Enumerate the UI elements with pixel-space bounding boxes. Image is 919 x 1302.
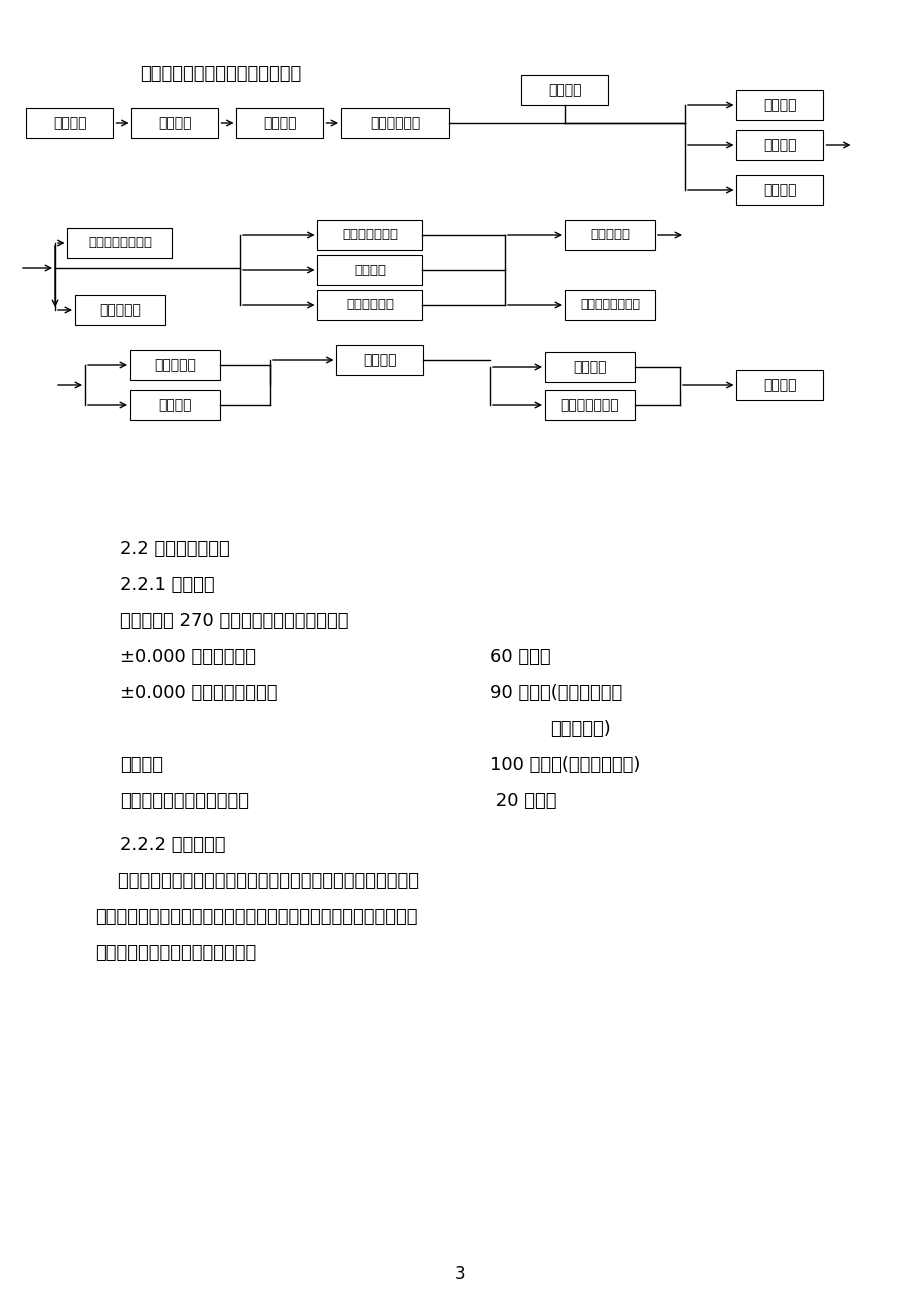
Text: 室外明沟、散水: 室外明沟、散水 <box>560 398 618 411</box>
Text: 木门框安装: 木门框安装 <box>99 303 141 316</box>
Text: 水泥砂浆楼地面: 水泥砂浆楼地面 <box>342 228 398 241</box>
FancyBboxPatch shape <box>736 370 823 400</box>
FancyBboxPatch shape <box>336 345 423 375</box>
Text: 竣工交付: 竣工交付 <box>763 378 796 392</box>
Text: 水磨石楼地面: 水磨石楼地面 <box>346 298 393 311</box>
FancyBboxPatch shape <box>130 391 220 421</box>
Text: 主体结构施工: 主体结构施工 <box>369 116 420 130</box>
Text: 基础工程: 基础工程 <box>263 116 297 130</box>
Text: ±0.000 以上主体结构施工: ±0.000 以上主体结构施工 <box>119 684 278 702</box>
FancyBboxPatch shape <box>736 90 823 120</box>
Text: 铝合金门窗框安装: 铝合金门窗框安装 <box>88 237 152 250</box>
Text: 上，以本工程为楔机，提高管理，施工水平，在确保合格的基础上，: 上，以本工程为楔机，提高管理，施工水平，在确保合格的基础上， <box>95 907 417 926</box>
FancyBboxPatch shape <box>341 108 448 138</box>
FancyBboxPatch shape <box>130 350 220 380</box>
FancyBboxPatch shape <box>736 130 823 160</box>
FancyBboxPatch shape <box>544 391 634 421</box>
Text: 室外工程、设备调试、验收: 室外工程、设备调试、验收 <box>119 792 249 810</box>
Text: 外墙面砖: 外墙面砖 <box>354 263 386 276</box>
Text: 100 日历天(包括屋面防水): 100 日历天(包括屋面防水) <box>490 756 640 773</box>
FancyBboxPatch shape <box>236 108 323 138</box>
FancyBboxPatch shape <box>75 296 165 326</box>
Text: 测量放样: 测量放样 <box>158 116 191 130</box>
Text: 设备安装: 设备安装 <box>363 353 396 367</box>
FancyBboxPatch shape <box>317 220 422 250</box>
FancyBboxPatch shape <box>544 352 634 381</box>
Text: 按甲方要求本工程质量等级为合格，我司总结已建工程经验基础: 按甲方要求本工程质量等级为合格，我司总结已建工程经验基础 <box>95 872 418 891</box>
Text: 总工期拟定 270 日历天，各分段工期如下：: 总工期拟定 270 日历天，各分段工期如下： <box>119 612 348 630</box>
FancyBboxPatch shape <box>521 76 607 105</box>
Text: 木门扇安装: 木门扇安装 <box>589 228 630 241</box>
Text: 90 日历天(包括围护结构: 90 日历天(包括围护结构 <box>490 684 621 702</box>
FancyBboxPatch shape <box>317 290 422 320</box>
Text: 场地清理: 场地清理 <box>53 116 86 130</box>
FancyBboxPatch shape <box>736 174 823 204</box>
Text: 20 日历天: 20 日历天 <box>490 792 556 810</box>
Text: 60 日历天: 60 日历天 <box>490 648 550 667</box>
Text: 外墙抹灰: 外墙抹灰 <box>763 138 796 152</box>
Text: 2.2 主要施工指标：: 2.2 主要施工指标： <box>119 540 230 559</box>
FancyBboxPatch shape <box>564 220 654 250</box>
Text: 内墙抹灰: 内墙抹灰 <box>763 184 796 197</box>
FancyBboxPatch shape <box>131 108 219 138</box>
Text: 水电预埋: 水电预埋 <box>548 83 581 98</box>
Text: 屋面施工: 屋面施工 <box>763 98 796 112</box>
Text: 2.2.1 工期指标: 2.2.1 工期指标 <box>119 575 214 594</box>
FancyBboxPatch shape <box>317 255 422 285</box>
FancyBboxPatch shape <box>564 290 654 320</box>
Text: 铝合金门窗扇安装: 铝合金门窗扇安装 <box>579 298 640 311</box>
Text: 内墙涂料: 内墙涂料 <box>158 398 191 411</box>
Text: 装饰工程: 装饰工程 <box>119 756 163 773</box>
FancyBboxPatch shape <box>27 108 113 138</box>
Text: 2.2.2 质量指标：: 2.2.2 质量指标： <box>119 836 225 854</box>
Text: 3: 3 <box>454 1266 465 1282</box>
Text: ±0.000 以下基础工程: ±0.000 以下基础工程 <box>119 648 255 667</box>
FancyBboxPatch shape <box>67 228 173 258</box>
Text: 木门油漆: 木门油漆 <box>573 359 607 374</box>
Text: 外墙铝塑板: 外墙铝塑板 <box>153 358 196 372</box>
Text: 本工程土建部分施工总程序如下：: 本工程土建部分施工总程序如下： <box>140 65 301 83</box>
Text: 及结构验收): 及结构验收) <box>550 720 610 738</box>
Text: 力争优良。各分部质量目标如下：: 力争优良。各分部质量目标如下： <box>95 944 256 962</box>
